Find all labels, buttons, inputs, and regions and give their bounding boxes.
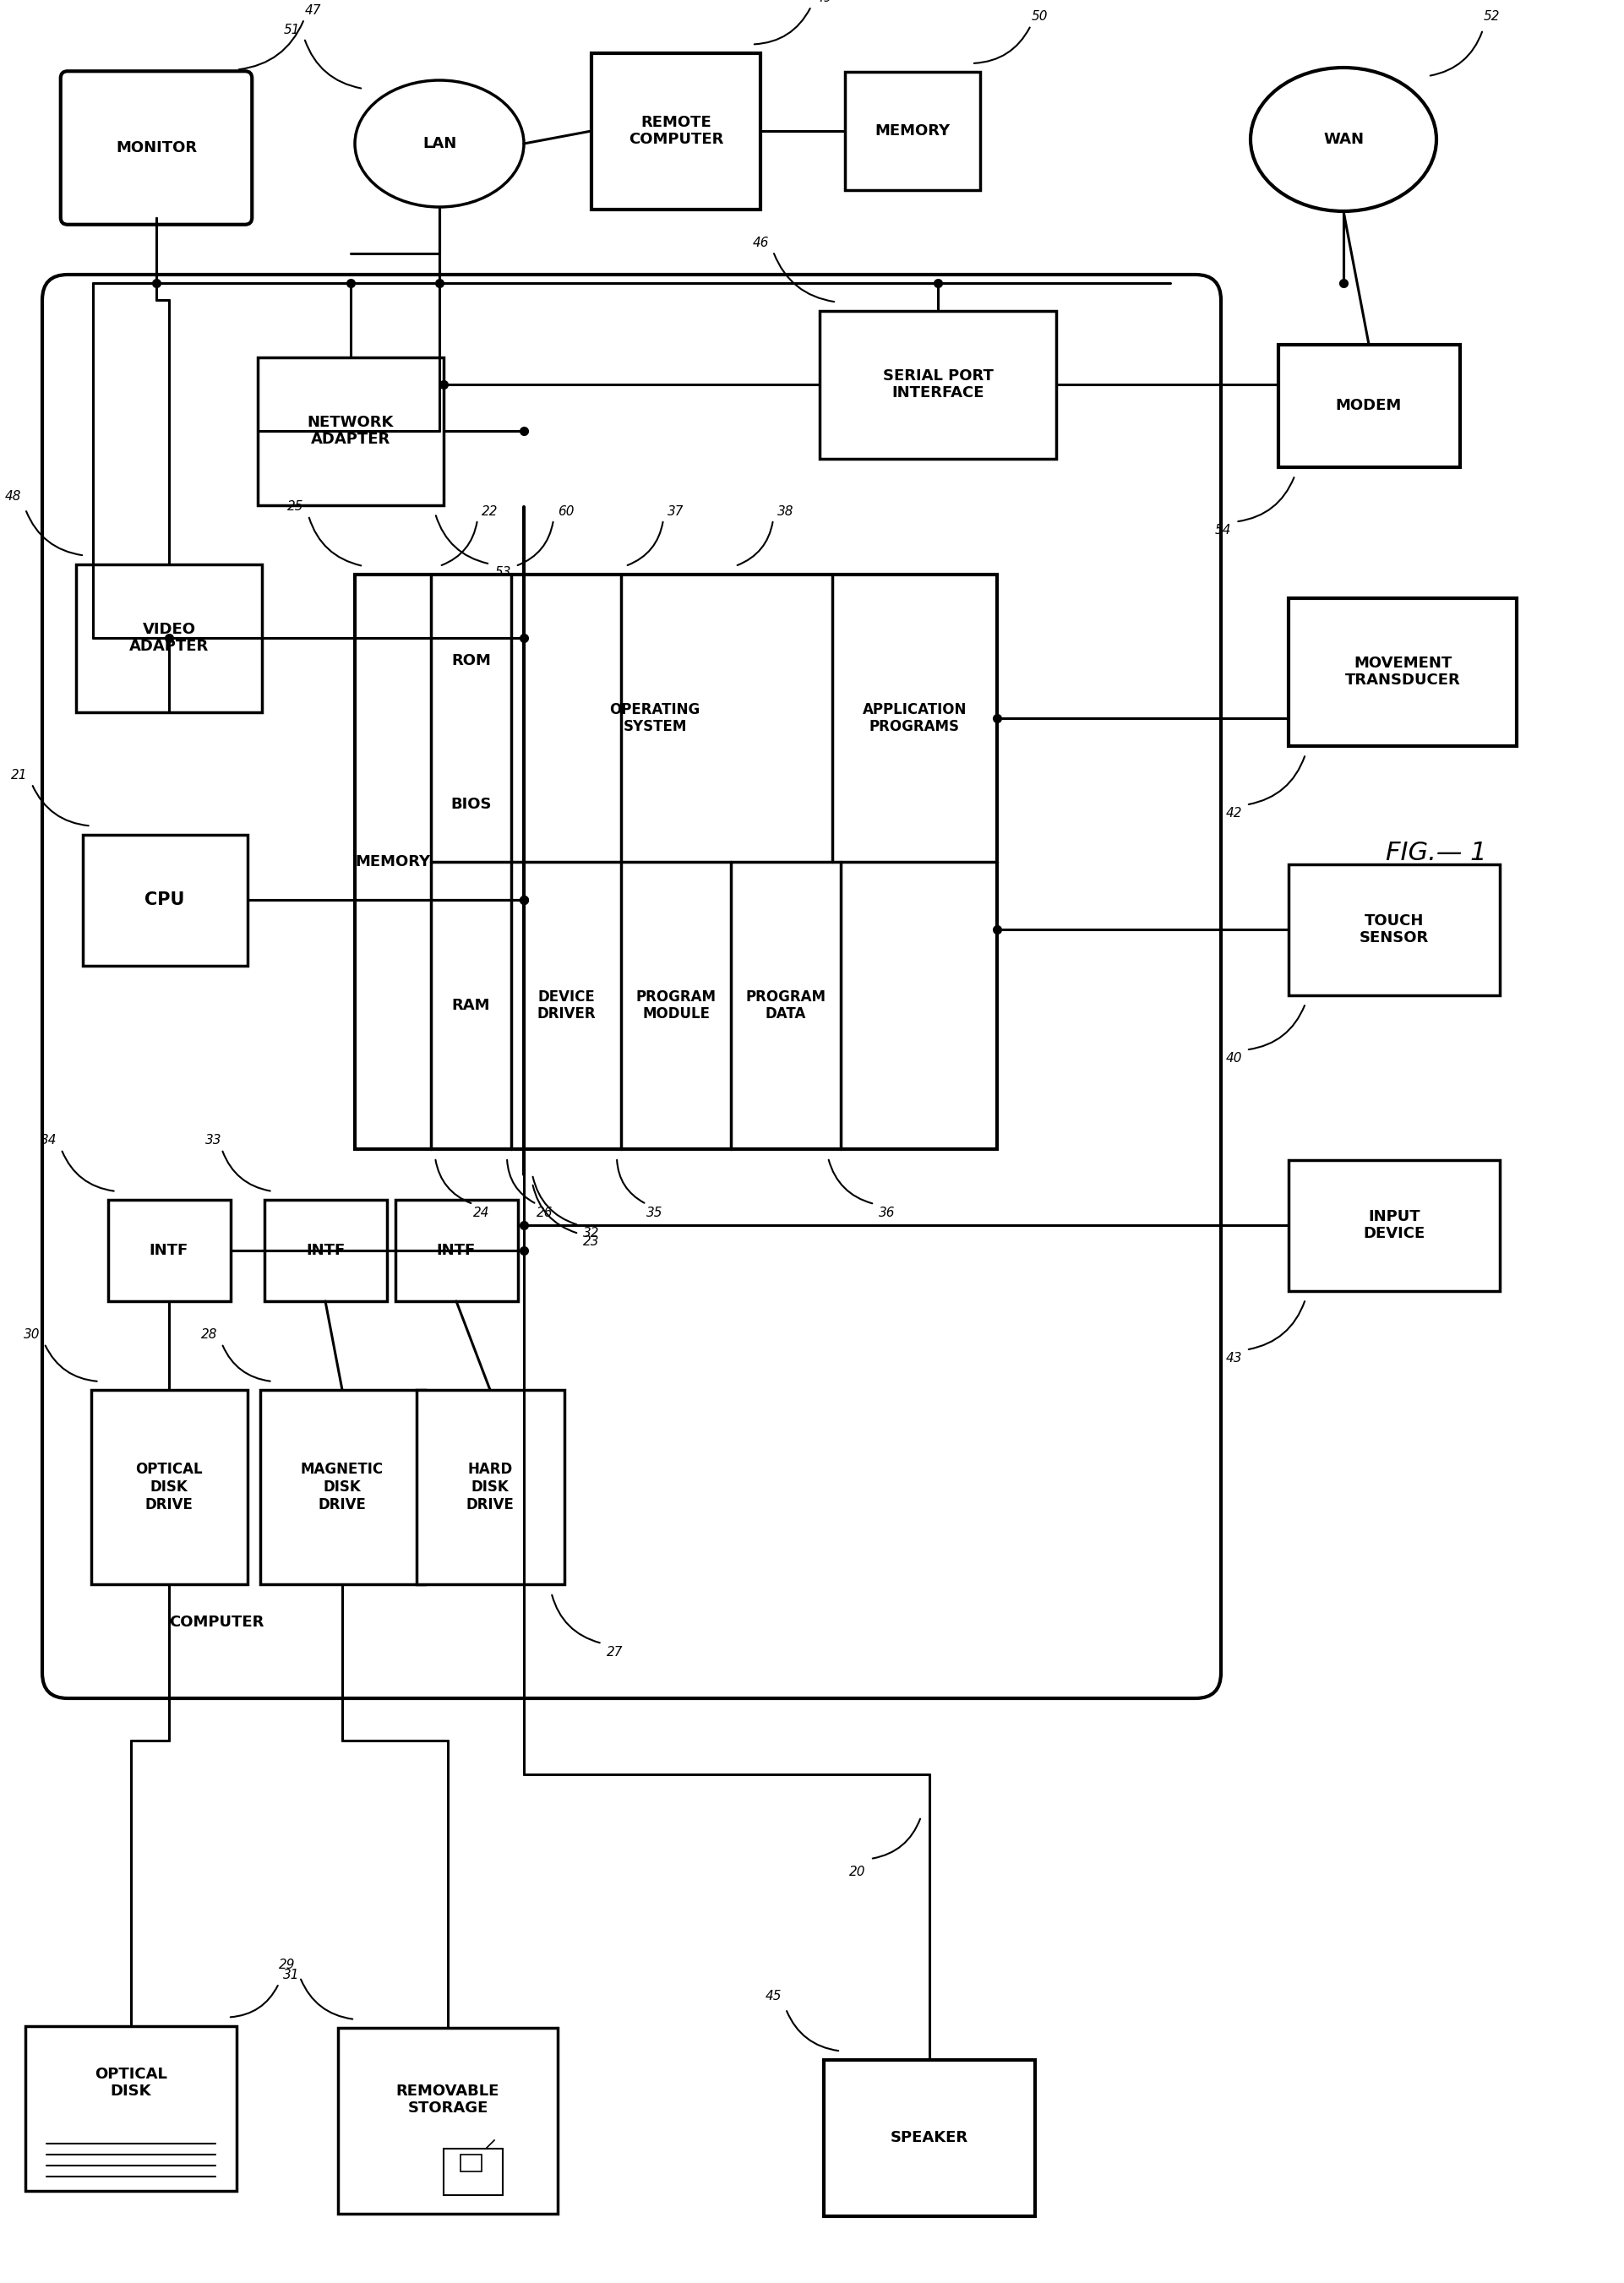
Text: ROM: ROM — [451, 653, 490, 669]
Text: 50: 50 — [1031, 11, 1047, 23]
Text: 27: 27 — [606, 1646, 624, 1657]
Text: 43: 43 — [1226, 1352, 1242, 1365]
Text: LAN: LAN — [422, 137, 456, 151]
Text: 40: 40 — [1226, 1052, 1242, 1064]
Text: 34: 34 — [41, 1135, 57, 1146]
Text: WAN: WAN — [1324, 132, 1364, 146]
Text: MAGNETIC
DISK
DRIVE: MAGNETIC DISK DRIVE — [300, 1461, 383, 1511]
Text: PROGRAM
MODULE: PROGRAM MODULE — [637, 989, 716, 1023]
Bar — [83, 833, 247, 966]
Text: 24: 24 — [473, 1205, 490, 1219]
Bar — [1288, 863, 1501, 995]
Text: INTF: INTF — [437, 1242, 476, 1258]
Bar — [356, 575, 997, 1148]
Text: 35: 35 — [646, 1205, 663, 1219]
Text: 42: 42 — [1226, 806, 1242, 820]
Text: 26: 26 — [538, 1205, 554, 1219]
Bar — [338, 2027, 557, 2215]
Ellipse shape — [1250, 68, 1436, 212]
Text: RAM: RAM — [451, 998, 490, 1014]
Bar — [591, 53, 760, 210]
Text: 31: 31 — [283, 1968, 300, 1982]
Text: 30: 30 — [23, 1329, 41, 1342]
Text: MONITOR: MONITOR — [115, 139, 197, 155]
FancyBboxPatch shape — [42, 274, 1221, 1699]
Text: INPUT
DEVICE: INPUT DEVICE — [1363, 1208, 1426, 1242]
Text: 38: 38 — [778, 505, 794, 518]
Text: 49: 49 — [815, 0, 831, 5]
Bar — [76, 564, 261, 712]
Bar — [820, 310, 1056, 459]
Text: MODEM: MODEM — [1337, 397, 1402, 413]
Bar — [91, 1390, 247, 1584]
Text: SERIAL PORT
INTERFACE: SERIAL PORT INTERFACE — [882, 368, 994, 402]
Bar — [395, 1201, 518, 1301]
Text: 33: 33 — [205, 1135, 221, 1146]
Text: 37: 37 — [667, 505, 684, 518]
FancyBboxPatch shape — [60, 71, 252, 224]
Text: FIG.— 1: FIG.— 1 — [1385, 840, 1488, 865]
Text: 51: 51 — [283, 23, 300, 37]
Text: HARD
DISK
DRIVE: HARD DISK DRIVE — [466, 1461, 515, 1511]
Bar — [265, 1201, 387, 1301]
Text: APPLICATION
PROGRAMS: APPLICATION PROGRAMS — [862, 701, 966, 735]
Bar — [107, 1201, 231, 1301]
Text: COMPUTER: COMPUTER — [169, 1614, 265, 1630]
Text: 21: 21 — [11, 769, 28, 781]
Bar — [416, 1390, 564, 1584]
Text: 28: 28 — [201, 1329, 218, 1342]
Ellipse shape — [356, 80, 525, 208]
Text: OPTICAL
DISK: OPTICAL DISK — [94, 2066, 167, 2098]
Text: OPERATING
SYSTEM: OPERATING SYSTEM — [609, 701, 700, 735]
Text: 36: 36 — [879, 1205, 895, 1219]
Text: REMOTE
COMPUTER: REMOTE COMPUTER — [628, 114, 723, 148]
Bar — [823, 2059, 1034, 2217]
Bar — [443, 2148, 503, 2194]
Text: 25: 25 — [287, 500, 304, 514]
Bar — [844, 71, 981, 189]
Text: 46: 46 — [752, 237, 768, 249]
Bar — [1278, 345, 1460, 466]
Text: REMOVABLE
STORAGE: REMOVABLE STORAGE — [396, 2084, 500, 2116]
Text: CPU: CPU — [145, 890, 185, 909]
Text: TOUCH
SENSOR: TOUCH SENSOR — [1359, 913, 1429, 945]
Bar — [461, 2155, 482, 2171]
Text: 52: 52 — [1483, 11, 1499, 23]
Text: 45: 45 — [765, 1991, 781, 2002]
Text: VIDEO
ADAPTER: VIDEO ADAPTER — [130, 621, 209, 655]
Bar — [1288, 598, 1517, 747]
Text: 54: 54 — [1215, 523, 1231, 537]
Text: INTF: INTF — [149, 1242, 188, 1258]
Text: DEVICE
DRIVER: DEVICE DRIVER — [536, 989, 596, 1023]
Text: 22: 22 — [482, 505, 499, 518]
Text: OPTICAL
DISK
DRIVE: OPTICAL DISK DRIVE — [135, 1461, 203, 1511]
Bar — [260, 1390, 424, 1584]
Text: INTF: INTF — [305, 1242, 344, 1258]
Text: BIOS: BIOS — [450, 797, 492, 813]
Text: MOVEMENT
TRANSDUCER: MOVEMENT TRANSDUCER — [1345, 655, 1460, 687]
Bar — [26, 2025, 237, 2189]
Text: 47: 47 — [304, 5, 322, 16]
Text: 48: 48 — [5, 491, 21, 502]
Text: 53: 53 — [495, 566, 512, 580]
Text: 23: 23 — [583, 1235, 599, 1249]
Text: MEMORY: MEMORY — [875, 123, 950, 139]
Text: 20: 20 — [849, 1865, 866, 1879]
Bar — [258, 356, 443, 505]
Bar — [1288, 1160, 1501, 1290]
Text: 60: 60 — [559, 505, 575, 518]
Text: SPEAKER: SPEAKER — [890, 2130, 968, 2146]
Text: 29: 29 — [279, 1959, 296, 1970]
Text: PROGRAM
DATA: PROGRAM DATA — [745, 989, 827, 1023]
Text: 32: 32 — [583, 1228, 599, 1240]
Text: NETWORK
ADAPTER: NETWORK ADAPTER — [307, 416, 395, 447]
Text: MEMORY: MEMORY — [356, 854, 430, 870]
